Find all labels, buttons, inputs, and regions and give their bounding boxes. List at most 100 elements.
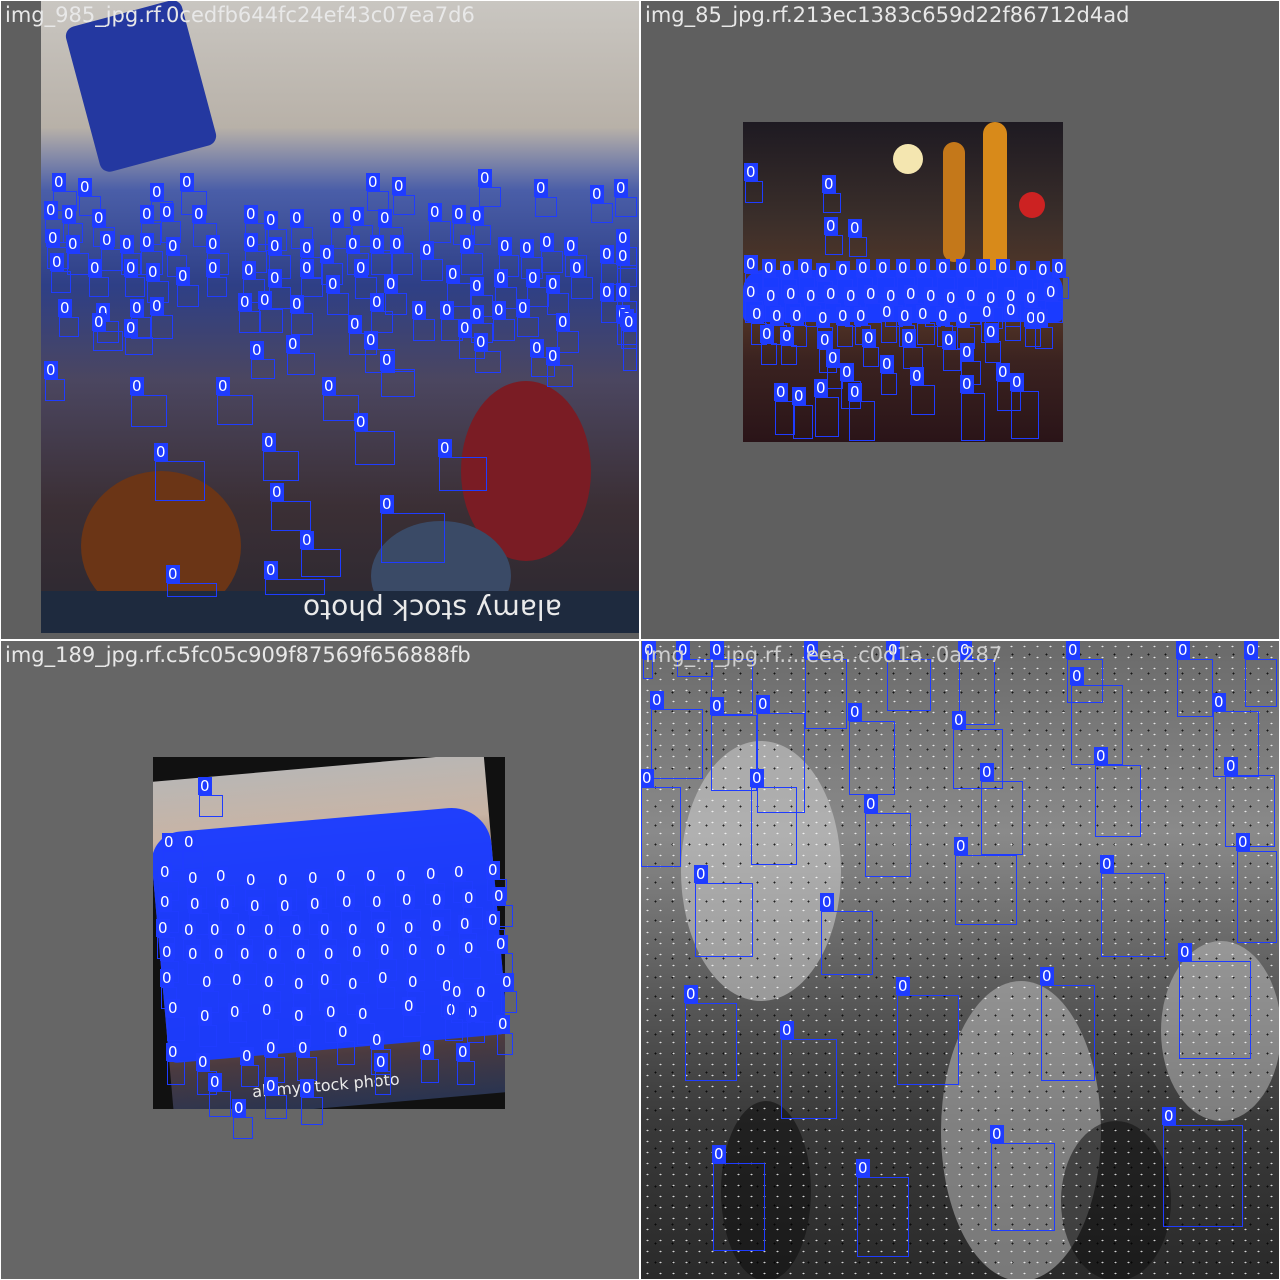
face-detection-box: 0 [380, 351, 415, 397]
class-label: 0 [208, 921, 222, 939]
class-label: 0 [186, 945, 200, 963]
class-label: 0 [78, 178, 92, 196]
face-detection-box: 0 [641, 769, 681, 867]
face-detection-box: 0 [44, 201, 69, 243]
class-label: 0 [46, 229, 60, 247]
face-detection-box: 0 [886, 641, 931, 711]
face-detection-box: 0 [1236, 833, 1277, 943]
class-label: 0 [1236, 833, 1250, 851]
class-label: 0 [864, 795, 878, 813]
face-detection-box: 0 [120, 235, 141, 275]
class-label: 0 [470, 305, 484, 323]
class-label: 0 [470, 207, 484, 225]
face-detection-box: 0 [290, 295, 313, 335]
class-label: 0 [130, 377, 144, 395]
class-label: 0 [88, 259, 102, 277]
class-label: 0 [798, 259, 812, 277]
face-detection-box: 0 [804, 641, 847, 729]
face-detection-box: 0 [848, 703, 895, 795]
face-detection-box: 0 [198, 1007, 217, 1047]
mosaic-tile-4: img_..._jpg.rf....eea..c0d1a..0a287 0 0 0 0… [641, 641, 1279, 1279]
face-detection-box: 0 [420, 1041, 439, 1083]
class-label: 0 [286, 335, 300, 353]
class-label: 0 [616, 283, 630, 301]
class-label: 0 [500, 973, 514, 991]
class-label: 0 [324, 1003, 338, 1021]
face-detection-box: 0 [354, 259, 377, 299]
class-label: 0 [676, 641, 690, 659]
class-label: 0 [460, 235, 474, 253]
class-label: 0 [430, 891, 444, 909]
class-label: 0 [268, 237, 282, 255]
face-detection-box: 0 [58, 299, 79, 337]
class-label: 0 [530, 339, 544, 357]
class-label: 0 [910, 367, 924, 385]
face-detection-box: 0 [600, 283, 623, 323]
class-label: 0 [180, 173, 194, 191]
class-label: 0 [212, 945, 226, 963]
class-label: 0 [876, 259, 890, 277]
class-label: 0 [276, 871, 290, 889]
class-label: 0 [924, 287, 938, 305]
class-label: 0 [444, 1001, 458, 1019]
class-label: 0 [456, 1043, 470, 1061]
face-detection-box: 0 [526, 269, 549, 307]
class-label: 0 [958, 641, 972, 659]
face-detection-box: 0 [166, 565, 217, 597]
face-detection-box: 0 [370, 1031, 391, 1075]
class-label: 0 [354, 413, 368, 431]
class-label: 0 [356, 1005, 370, 1023]
class-label: 0 [244, 205, 258, 223]
class-label: 0 [374, 1053, 388, 1071]
face-detection-box: 0 [942, 331, 961, 371]
face-detection-box: 0 [262, 433, 299, 481]
class-label: 0 [1100, 855, 1114, 873]
face-detection-box: 0 [822, 175, 841, 213]
class-label: 0 [774, 383, 788, 401]
class-label: 0 [470, 277, 484, 295]
class-label: 0 [816, 263, 830, 281]
face-detection-box: 0 [676, 641, 713, 677]
face-detection-box: 0 [478, 169, 501, 207]
face-detection-box: 0 [160, 203, 181, 243]
class-label: 0 [200, 973, 214, 991]
class-label: 0 [824, 217, 838, 235]
class-label: 0 [616, 247, 630, 265]
class-label: 0 [956, 309, 970, 327]
face-detection-box: 0 [952, 711, 1003, 789]
face-detection-box: 0 [1034, 309, 1053, 349]
class-label: 0 [376, 969, 390, 987]
class-label: 0 [66, 235, 80, 253]
class-label: 0 [438, 439, 452, 457]
face-detection-box: 0 [1100, 855, 1165, 957]
class-label: 0 [400, 891, 414, 909]
class-label: 0 [750, 305, 764, 323]
face-detection-box: 0 [270, 483, 311, 531]
face-detection-box: 0 [650, 691, 703, 779]
face-detection-box: 0 [466, 1003, 485, 1043]
class-label: 0 [1024, 289, 1038, 307]
class-label: 0 [836, 261, 850, 279]
face-detection-box: 0 [856, 1159, 909, 1257]
face-detection-box: 0 [384, 275, 407, 315]
mosaic-tile-2: img_85_jpg.rf.213ec1383c659d22f86712d4ad… [641, 1, 1279, 639]
class-label: 0 [206, 259, 220, 277]
face-detection-box: 0 [534, 179, 557, 217]
face-detection-box: 0 [864, 795, 911, 877]
face-detection-box: 0 [616, 229, 637, 269]
class-label: 0 [308, 895, 322, 913]
face-detection-box: 0 [366, 173, 389, 211]
class-label: 0 [44, 361, 58, 379]
class-label: 0 [990, 1125, 1004, 1143]
class-label: 0 [980, 303, 994, 321]
class-label: 0 [140, 233, 154, 251]
face-detection-box: 0 [862, 329, 879, 367]
class-label: 0 [406, 941, 420, 959]
class-label: 0 [186, 869, 200, 887]
face-detection-box: 0 [50, 253, 71, 293]
face-detection-box: 0 [420, 241, 443, 281]
class-label: 0 [58, 299, 72, 317]
face-detection-box: 0 [750, 769, 797, 865]
class-label: 0 [336, 1023, 350, 1041]
class-label: 0 [182, 833, 196, 851]
